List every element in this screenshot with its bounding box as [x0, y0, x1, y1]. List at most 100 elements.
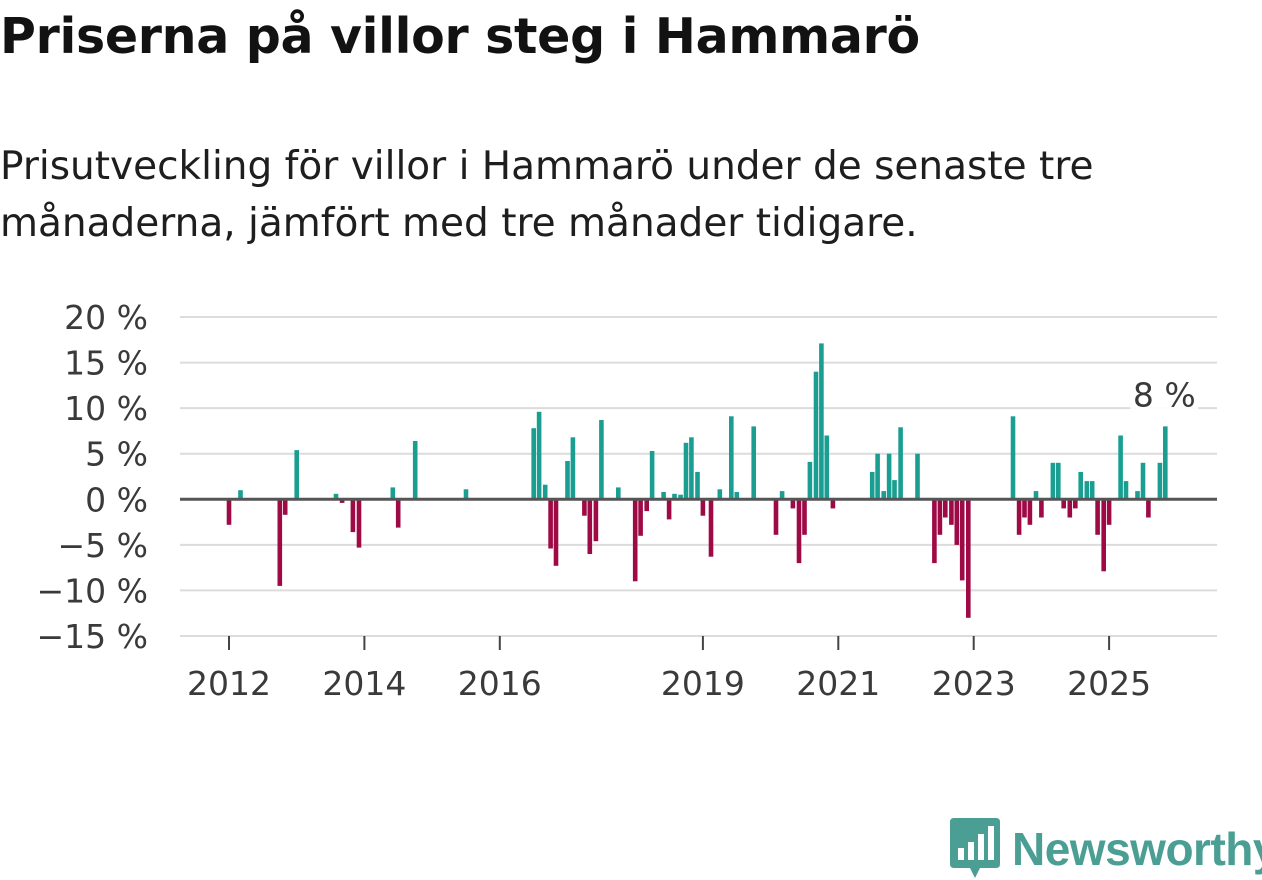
x-tick-label: 2012 — [187, 664, 271, 703]
bar — [1073, 499, 1078, 509]
bar — [356, 499, 362, 548]
bar — [599, 420, 604, 500]
y-tick-label: 0 % — [85, 480, 148, 519]
bar — [661, 492, 666, 500]
bar — [875, 453, 880, 500]
y-tick-label: −15 % — [37, 617, 149, 656]
bar — [582, 499, 587, 516]
bar — [672, 493, 677, 500]
bar — [949, 499, 954, 525]
bar — [1056, 462, 1061, 500]
bar — [1010, 416, 1016, 500]
latest-value-label: 8 % — [1133, 375, 1196, 414]
bar — [689, 437, 694, 500]
bar — [1146, 499, 1151, 518]
y-tick-label: 15 % — [64, 344, 148, 383]
bar — [412, 441, 418, 500]
x-tick-label: 2023 — [932, 664, 1016, 703]
bar — [1022, 499, 1027, 518]
bar — [1123, 481, 1129, 500]
bar — [553, 499, 559, 566]
bar — [1135, 491, 1140, 500]
bar — [531, 428, 536, 500]
bar — [708, 499, 714, 557]
x-tick-label: 2016 — [458, 664, 542, 703]
bar — [734, 492, 740, 500]
bar — [390, 487, 396, 500]
bar — [1095, 499, 1100, 535]
bar — [632, 499, 638, 582]
bar — [869, 471, 875, 500]
bar — [565, 461, 570, 500]
newsworthy-logo: Newsworthy — [950, 818, 1262, 880]
chart-title: Priserna på villor steg i Hammarö — [0, 8, 920, 65]
bar — [638, 499, 643, 536]
bar — [695, 471, 700, 500]
bar — [1106, 499, 1112, 525]
bar — [898, 427, 903, 500]
y-tick-label: −5 % — [58, 526, 149, 565]
bar — [943, 499, 948, 518]
bar — [570, 437, 576, 500]
newsworthy-logo-icon — [950, 818, 1000, 878]
bar — [796, 499, 802, 564]
bar — [350, 499, 356, 533]
chart-subtitle: Prisutveckling för villor i Hammarö unde… — [0, 144, 1094, 246]
bar — [790, 499, 796, 509]
bar — [339, 499, 345, 503]
bar — [277, 499, 283, 586]
bar — [1067, 499, 1073, 518]
bar — [1101, 499, 1106, 572]
bar — [892, 480, 897, 500]
bar — [1089, 481, 1095, 500]
bar — [802, 499, 807, 535]
bar — [294, 450, 299, 500]
x-tick-label: 2025 — [1067, 664, 1151, 703]
bar — [1050, 462, 1056, 500]
bar — [824, 435, 830, 500]
bar — [1061, 499, 1066, 509]
bar — [1140, 462, 1146, 500]
bar — [779, 491, 785, 500]
bar — [813, 371, 819, 500]
bar — [954, 499, 960, 545]
bar — [666, 499, 672, 520]
bar — [238, 490, 243, 500]
bar — [542, 484, 548, 500]
bar — [1163, 426, 1168, 500]
bar — [644, 499, 649, 512]
x-axis-ticks: 2012 2014 2016 2019 2021 2023 2025 — [187, 636, 1151, 703]
bar — [959, 499, 965, 581]
bar — [1016, 499, 1022, 535]
bar — [226, 499, 232, 525]
y-tick-label: 5 % — [85, 435, 148, 474]
bar — [1033, 491, 1039, 500]
bar — [807, 461, 813, 500]
bar — [1157, 462, 1163, 500]
x-tick-label: 2021 — [796, 664, 880, 703]
bar — [282, 499, 288, 515]
bar — [915, 453, 920, 500]
bars — [226, 343, 1168, 618]
bar — [886, 453, 892, 500]
bar — [649, 451, 655, 500]
bar — [937, 499, 943, 535]
bar — [830, 499, 836, 509]
bar — [463, 489, 469, 500]
x-tick-label: 2014 — [322, 664, 406, 703]
annotation-layer: 8 % — [1130, 375, 1199, 415]
bar — [1084, 481, 1090, 500]
annotation-bg — [1130, 378, 1199, 415]
bar — [966, 499, 971, 618]
bar — [536, 411, 542, 500]
bar — [751, 426, 756, 500]
bar — [395, 499, 401, 528]
bar — [729, 416, 734, 500]
bar — [548, 499, 553, 549]
y-tick-label: −10 % — [37, 571, 149, 610]
x-tick-label: 2019 — [661, 664, 745, 703]
bar — [819, 343, 824, 500]
y-tick-label: 10 % — [64, 389, 148, 428]
gridlines — [180, 316, 1217, 637]
